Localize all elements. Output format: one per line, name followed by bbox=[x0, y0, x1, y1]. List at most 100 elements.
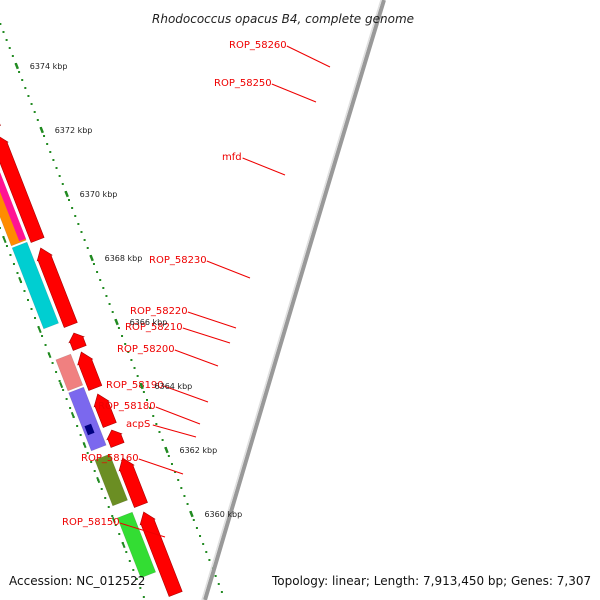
gc-dash bbox=[96, 476, 101, 484]
gc-dot-right bbox=[174, 471, 177, 473]
gene-label-leader bbox=[187, 311, 237, 329]
scale-tick-label: 6362 kbp bbox=[180, 446, 218, 455]
gc-dot-right bbox=[43, 135, 46, 137]
gene-label-leader bbox=[163, 385, 209, 403]
gc-dot-right bbox=[46, 143, 49, 145]
gc-dash bbox=[59, 381, 64, 389]
gene-label: ROP_58260 bbox=[229, 40, 287, 51]
cds-arrow bbox=[68, 332, 87, 351]
scale-tick-label: 6372 kbp bbox=[55, 126, 93, 135]
gc-dot-right bbox=[52, 159, 55, 161]
gc-dot-right bbox=[18, 71, 21, 73]
gene-label: acpS bbox=[126, 419, 150, 430]
gc-dot-right bbox=[71, 207, 74, 209]
gene-feature bbox=[117, 511, 157, 579]
gene-label-leader bbox=[182, 327, 231, 344]
gc-dot-left bbox=[65, 398, 68, 400]
gc-dot-right bbox=[161, 439, 164, 441]
gc-dot-right bbox=[102, 287, 105, 289]
gc-dot-left bbox=[139, 587, 142, 589]
gc-dot-right bbox=[108, 303, 111, 305]
gc-dot-right bbox=[36, 119, 39, 121]
gene-label: ROP_58250 bbox=[214, 78, 272, 89]
gc-dot-right bbox=[121, 335, 124, 337]
gc-dot-right bbox=[180, 487, 183, 489]
gene-feature bbox=[94, 453, 128, 507]
gene-feature bbox=[55, 353, 84, 392]
accession-text: Accession: NC_012522 bbox=[9, 574, 146, 588]
gc-dot-right bbox=[105, 295, 108, 297]
gc-dot-right bbox=[202, 543, 205, 545]
scale-tick-mark bbox=[14, 62, 19, 70]
gc-dot-left bbox=[69, 407, 72, 409]
gc-dot-left bbox=[27, 299, 29, 301]
cds-track bbox=[0, 123, 183, 597]
scale-ticks: 6360 kbp 6362 kbp 6364 kbp 6366 kbp 6368 kbp… bbox=[14, 62, 242, 519]
gc-dot-left bbox=[111, 515, 114, 517]
gene-label-leader bbox=[138, 458, 184, 475]
gc-dot-right bbox=[86, 247, 89, 249]
gc-dash bbox=[70, 411, 75, 419]
gene-label: ROP_58160 bbox=[81, 453, 139, 464]
gene-label-leader bbox=[206, 260, 251, 279]
gc-dot-right bbox=[24, 87, 27, 89]
gc-dot-left bbox=[41, 335, 44, 337]
gene-label: ROP_58210 bbox=[125, 322, 183, 333]
gc-dot-right bbox=[217, 583, 220, 585]
scale-tick-label: 6370 kbp bbox=[80, 190, 118, 199]
gc-dot-left bbox=[114, 524, 117, 526]
gc-dot-left bbox=[128, 560, 131, 562]
scale-tick-mark bbox=[189, 510, 194, 518]
gc-dot-right bbox=[11, 55, 14, 57]
gc-dot-right bbox=[80, 231, 83, 233]
cds-arrow bbox=[77, 351, 103, 391]
gene-feature-inner bbox=[0, 172, 26, 242]
gc-dot-left bbox=[142, 596, 145, 598]
gene-label: ROP_58180 bbox=[98, 401, 156, 412]
map-title: Rhodococcus opacus B4, complete genome bbox=[152, 12, 414, 26]
gc-dot-right bbox=[127, 351, 130, 353]
gc-dot-right bbox=[96, 271, 99, 273]
backbone-line bbox=[203, 0, 386, 600]
gc-dot-right bbox=[77, 223, 80, 225]
gene-label: ROP_58150 bbox=[62, 517, 120, 528]
gc-dot-right bbox=[183, 495, 186, 497]
cds-arrow bbox=[118, 457, 148, 508]
gc-dot-right bbox=[142, 391, 145, 393]
gc-dot-right bbox=[214, 575, 217, 577]
gc-dot-right bbox=[136, 375, 139, 377]
cds-arrow bbox=[36, 247, 78, 328]
gc-dot-right bbox=[2, 31, 5, 33]
gc-dot-right bbox=[155, 423, 158, 425]
gc-dot-left bbox=[16, 272, 19, 274]
gc-dot-left bbox=[5, 245, 8, 247]
gc-dot-right bbox=[5, 39, 8, 41]
gc-dash bbox=[111, 516, 116, 524]
gc-dot-left bbox=[100, 488, 103, 490]
gc-dot-right bbox=[117, 327, 120, 329]
gc-dot-right bbox=[55, 167, 58, 169]
gc-dot-right bbox=[170, 463, 173, 465]
gc-dot-right bbox=[83, 239, 86, 241]
scale-tick-mark bbox=[89, 254, 94, 262]
gc-dot-right bbox=[199, 535, 202, 537]
gc-dot-left bbox=[135, 578, 138, 580]
gc-dot-right bbox=[68, 199, 70, 201]
gc-dot-right bbox=[220, 591, 223, 593]
gc-dot-left bbox=[93, 470, 96, 472]
gc-dot-left bbox=[23, 290, 26, 292]
gc-dot-right bbox=[130, 359, 133, 361]
gc-dot-right bbox=[33, 111, 36, 113]
gc-dot-right bbox=[124, 343, 127, 345]
gene-label-leader bbox=[155, 406, 201, 425]
genome-summary-text: Topology: linear; Length: 7,913,450 bp; … bbox=[272, 574, 592, 588]
gc-dot-left bbox=[86, 452, 89, 454]
gc-dot-left bbox=[107, 506, 110, 508]
gc-dot-right bbox=[186, 503, 189, 505]
gene-label-leader bbox=[242, 157, 286, 176]
cds-arrow bbox=[93, 393, 117, 428]
gc-dot-right bbox=[30, 103, 33, 105]
gc-dot-left bbox=[12, 263, 15, 265]
gc-dot-left bbox=[104, 497, 107, 499]
